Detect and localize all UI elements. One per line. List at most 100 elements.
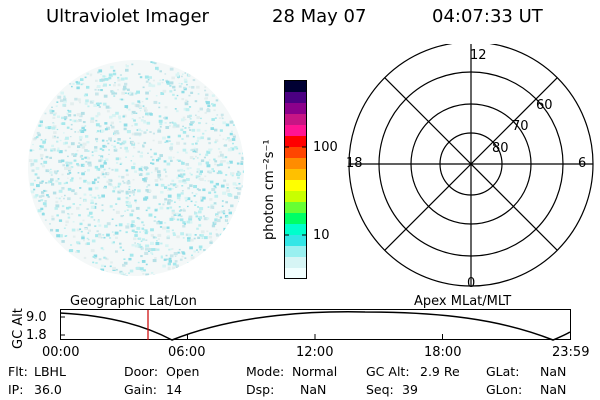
image-pixel — [124, 92, 127, 94]
image-pixel — [94, 146, 98, 149]
image-pixel — [65, 164, 69, 167]
image-pixel — [159, 122, 163, 126]
image-pixel — [169, 217, 174, 221]
image-pixel — [127, 183, 129, 185]
image-pixel — [92, 100, 95, 102]
image-pixel — [237, 172, 242, 175]
image-pixel — [222, 121, 226, 125]
image-pixel — [106, 271, 108, 273]
image-pixel — [87, 214, 90, 217]
image-pixel — [143, 166, 148, 170]
image-pixel — [55, 229, 59, 232]
image-pixel — [142, 248, 145, 250]
image-pixel — [52, 116, 56, 119]
image-pixel — [205, 122, 208, 125]
image-pixel — [78, 142, 81, 144]
image-pixel — [165, 126, 170, 129]
image-pixel — [131, 229, 135, 232]
image-pixel — [149, 251, 153, 254]
image-pixel — [215, 213, 219, 216]
image-pixel — [178, 206, 181, 208]
image-pixel — [138, 117, 141, 119]
image-pixel — [67, 145, 71, 149]
image-pixel — [159, 154, 163, 157]
image-pixel — [182, 116, 186, 119]
image-pixel — [161, 81, 164, 84]
image-pixel — [206, 230, 209, 233]
image-pixel — [214, 117, 217, 119]
image-pixel — [171, 209, 175, 213]
image-pixel — [174, 108, 177, 110]
image-pixel — [162, 79, 164, 81]
image-pixel — [186, 100, 189, 103]
image-pixel — [146, 121, 151, 125]
image-pixel — [110, 179, 113, 182]
image-pixel — [34, 137, 38, 140]
image-pixel — [41, 180, 44, 183]
image-pixel — [109, 115, 113, 119]
image-pixel — [134, 189, 136, 191]
image-pixel — [131, 209, 135, 212]
image-pixel — [198, 216, 203, 220]
image-pixel — [132, 155, 135, 157]
image-pixel — [228, 209, 231, 211]
image-pixel — [218, 117, 221, 119]
image-pixel — [157, 233, 162, 237]
image-pixel — [185, 108, 190, 112]
image-pixel — [97, 89, 100, 91]
image-pixel — [84, 228, 88, 230]
image-pixel — [234, 148, 236, 151]
image-pixel — [124, 105, 129, 108]
image-pixel — [102, 75, 106, 78]
image-pixel — [182, 221, 186, 224]
image-pixel — [188, 106, 192, 108]
image-pixel — [205, 101, 210, 105]
image-pixel — [150, 156, 153, 158]
image-pixel — [96, 86, 99, 89]
image-pixel — [118, 189, 122, 192]
image-pixel — [70, 166, 74, 169]
image-pixel — [188, 94, 191, 97]
image-pixel — [151, 162, 155, 165]
image-pixel — [211, 168, 214, 171]
info-gcalt-key: GC Alt: — [366, 364, 410, 379]
image-pixel — [203, 156, 206, 159]
image-pixel — [30, 190, 35, 194]
image-pixel — [75, 251, 78, 253]
image-pixel — [64, 194, 66, 197]
image-pixel — [131, 102, 135, 105]
image-pixel — [40, 157, 43, 160]
info-ip-value: 36.0 — [34, 382, 62, 397]
image-pixel — [179, 258, 183, 261]
image-pixel — [133, 162, 136, 166]
image-pixel — [225, 174, 228, 176]
image-pixel — [167, 135, 171, 139]
image-pixel — [196, 168, 200, 171]
image-pixel — [117, 190, 121, 194]
mlt-label-18: 18 — [346, 156, 363, 171]
image-pixel — [116, 132, 120, 135]
image-pixel — [140, 119, 144, 122]
image-pixel — [128, 108, 131, 111]
image-pixel — [122, 263, 126, 267]
image-pixel — [173, 218, 176, 220]
image-pixel — [196, 171, 199, 173]
image-pixel — [45, 169, 49, 173]
image-pixel — [83, 256, 87, 259]
image-pixel — [84, 242, 88, 246]
image-pixel — [163, 117, 166, 119]
image-pixel — [63, 105, 66, 107]
image-pixel — [167, 201, 171, 205]
image-pixel — [150, 228, 154, 232]
image-pixel — [118, 115, 121, 118]
image-pixel — [162, 203, 165, 206]
image-pixel — [49, 171, 53, 174]
image-pixel — [166, 80, 170, 84]
mlt-label-6: 6 — [578, 156, 587, 171]
image-pixel — [204, 180, 206, 182]
image-pixel — [70, 123, 73, 126]
image-pixel — [211, 148, 213, 150]
image-pixel — [36, 184, 40, 188]
image-pixel — [129, 92, 132, 95]
image-pixel — [63, 197, 65, 200]
